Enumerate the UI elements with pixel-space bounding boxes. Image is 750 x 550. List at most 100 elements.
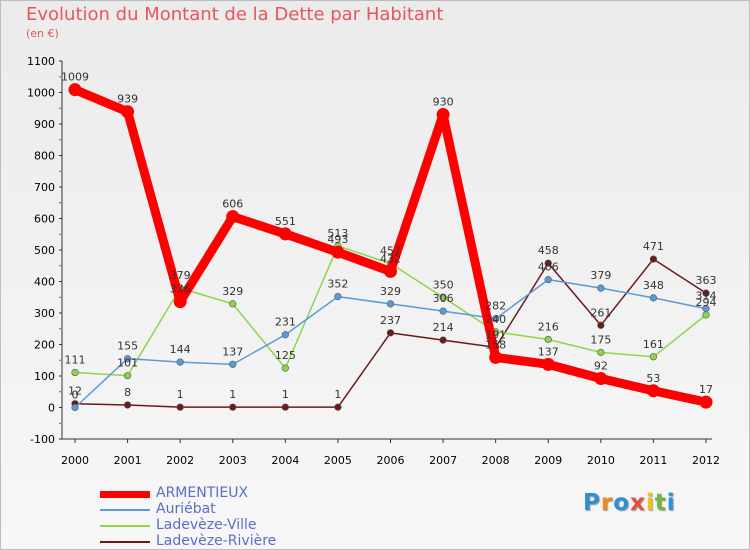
legend-swatch: [100, 525, 150, 527]
x-tick-label: 2011: [639, 454, 667, 467]
data-point: [702, 289, 710, 297]
x-tick-label: 2012: [692, 454, 720, 467]
data-point: [439, 336, 447, 344]
data-label: 1: [334, 388, 341, 401]
data-label: 329: [222, 285, 243, 298]
data-point: [176, 403, 184, 411]
data-label: 261: [590, 306, 611, 319]
data-label: 92: [594, 360, 608, 373]
data-point: [229, 403, 237, 411]
data-point: [699, 395, 713, 409]
data-point: [594, 372, 608, 386]
legend-label: Ladevèze-Rivière: [156, 533, 277, 549]
data-label: 336: [170, 283, 191, 296]
data-label: 12: [68, 385, 82, 398]
data-point: [597, 284, 605, 292]
data-label: 0: [72, 389, 79, 402]
x-tick-label: 2008: [482, 454, 510, 467]
data-label: 191: [485, 328, 506, 341]
data-point: [123, 372, 132, 380]
legend-swatch: [100, 491, 150, 498]
data-point: [281, 331, 289, 339]
x-tick-label: 2003: [219, 454, 247, 467]
data-label: 432: [380, 252, 401, 265]
data-point: [331, 245, 345, 259]
data-label: 240: [485, 313, 506, 326]
data-point: [646, 384, 660, 398]
y-tick-label: 300: [34, 307, 55, 320]
data-point: [489, 350, 503, 364]
data-label: 216: [538, 320, 559, 333]
data-point: [492, 315, 500, 323]
data-label: 214: [433, 321, 454, 334]
y-tick-label: 900: [34, 118, 55, 131]
legend-label: Auriébat: [156, 501, 216, 517]
data-label: 457: [380, 245, 401, 258]
y-tick-label: 700: [34, 181, 55, 194]
data-point: [386, 329, 395, 337]
x-tick-label: 2004: [271, 454, 299, 467]
data-label: 155: [117, 340, 138, 353]
data-label: 306: [433, 292, 454, 305]
data-point: [702, 311, 710, 319]
data-label: 379: [590, 269, 611, 282]
data-label: 8: [124, 386, 131, 399]
data-point: [229, 300, 237, 308]
data-point: [173, 295, 187, 309]
y-tick-label: 100: [34, 370, 55, 383]
data-label: 348: [643, 279, 664, 292]
data-label: 406: [538, 261, 559, 274]
y-tick-label: 0: [48, 402, 55, 415]
data-label: 314: [696, 290, 717, 303]
data-point: [71, 403, 79, 412]
legend-label: ARMENTIEUX: [156, 485, 249, 501]
data-label: 471: [643, 240, 664, 253]
data-label: 350: [433, 278, 454, 291]
y-tick-label: 1000: [27, 87, 55, 100]
data-label: 161: [643, 338, 664, 351]
data-point: [436, 108, 450, 122]
data-label: 329: [380, 285, 401, 298]
data-label: 282: [485, 300, 506, 313]
data-point: [334, 403, 342, 411]
data-label: 513: [327, 227, 348, 240]
data-point: [71, 368, 79, 377]
data-label: 158: [485, 338, 506, 351]
data-label: 175: [590, 333, 611, 346]
data-point: [68, 83, 82, 97]
data-point: [123, 355, 132, 363]
data-point: [281, 364, 289, 372]
data-label: 137: [222, 345, 243, 358]
x-tick-label: 2000: [61, 454, 89, 467]
data-label: 379: [170, 269, 191, 282]
y-tick-label: -100: [30, 433, 55, 446]
data-point: [439, 307, 447, 315]
y-tick-label: 600: [34, 213, 55, 226]
x-tick-label: 2006: [377, 454, 405, 467]
data-point: [544, 335, 552, 344]
chart-title: Evolution du Montant de la Dette par Hab…: [26, 4, 444, 25]
chart-subtitle: (en €): [26, 27, 59, 40]
data-point: [597, 321, 605, 329]
x-tick-label: 2005: [324, 454, 352, 467]
y-tick-label: 800: [34, 150, 55, 163]
x-tick-label: 2007: [429, 454, 457, 467]
legend-swatch: [100, 509, 150, 511]
x-tick-label: 2010: [587, 454, 615, 467]
data-label: 111: [65, 354, 86, 367]
data-point: [386, 300, 395, 308]
data-point: [226, 210, 240, 224]
data-point: [649, 255, 658, 263]
data-label: 606: [222, 198, 243, 211]
data-point: [123, 401, 132, 409]
data-point: [649, 353, 658, 361]
data-label: 363: [696, 274, 717, 287]
data-label: 237: [380, 314, 401, 327]
data-label: 53: [646, 372, 660, 385]
data-point: [544, 276, 552, 284]
data-label: 493: [327, 233, 348, 246]
data-label: 1: [229, 388, 236, 401]
y-tick-label: 400: [34, 276, 55, 289]
y-tick-label: 200: [34, 339, 55, 352]
